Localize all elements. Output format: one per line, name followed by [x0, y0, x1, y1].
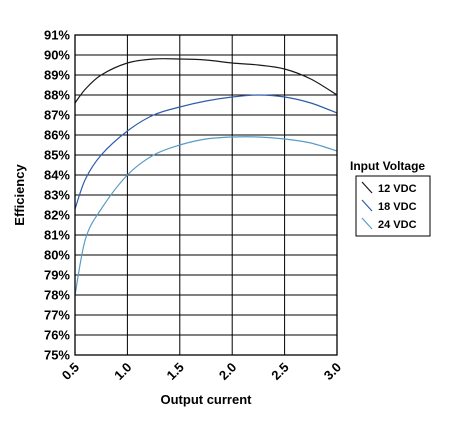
legend-swatch: [361, 199, 373, 212]
y-tick-label: 81%: [44, 228, 70, 243]
y-tick-label: 77%: [44, 308, 70, 323]
y-tick-label: 78%: [44, 288, 70, 303]
y-tick-label: 75%: [44, 348, 70, 363]
x-axis-title: Output current: [161, 392, 253, 407]
x-tick-label: 2.0: [216, 360, 239, 383]
y-tick-label: 83%: [44, 188, 70, 203]
x-tick-label: 2.5: [268, 360, 291, 383]
series-line-12-vdc: [74, 58, 338, 104]
plot-frame: [74, 34, 338, 356]
legend: Input Voltage 12 VDC 18 VDC 24 VDC: [350, 159, 431, 237]
y-tick-label: 82%: [44, 208, 70, 223]
y-tick-label: 88%: [44, 88, 70, 103]
y-tick-label: 84%: [44, 168, 70, 183]
x-tick-label: 1.5: [164, 360, 187, 383]
x-tick-label: 0.5: [59, 360, 82, 383]
y-tick-label: 86%: [44, 128, 70, 143]
y-tick-label: 76%: [44, 328, 70, 343]
y-tick-label: 90%: [44, 48, 70, 63]
y-axis-ticks: 75% 76% 77% 78% 79% 80% 81% 82% 83% 84% 85% 86% 87% 8…: [44, 28, 70, 363]
legend-swatch: [361, 181, 373, 194]
y-tick-label: 87%: [44, 108, 70, 123]
y-tick-label: 91%: [44, 28, 70, 43]
x-tick-label: 1.0: [111, 360, 134, 383]
y-tick-label: 79%: [44, 268, 70, 283]
y-tick-label: 89%: [44, 68, 70, 83]
legend-items: 12 VDC 18 VDC 24 VDC: [361, 181, 417, 231]
x-tick-label: 3.0: [321, 360, 344, 383]
series-line-18-vdc: [74, 94, 338, 210]
legend-label: 12 VDC: [378, 183, 417, 195]
legend-title: Input Voltage: [350, 159, 425, 173]
legend-label: 18 VDC: [378, 201, 417, 213]
grid: [74, 34, 338, 356]
legend-swatch: [361, 217, 373, 230]
series-layer: [74, 58, 338, 296]
x-axis-ticks: 0.5 1.0 1.5 2.0 2.5 3.0: [59, 360, 344, 383]
legend-label: 24 VDC: [378, 219, 417, 231]
y-axis-title: Efficiency: [12, 164, 27, 226]
series-line-24-vdc: [74, 136, 338, 296]
y-tick-label: 85%: [44, 148, 70, 163]
legend-box: [355, 175, 431, 237]
y-tick-label: 80%: [44, 248, 70, 263]
